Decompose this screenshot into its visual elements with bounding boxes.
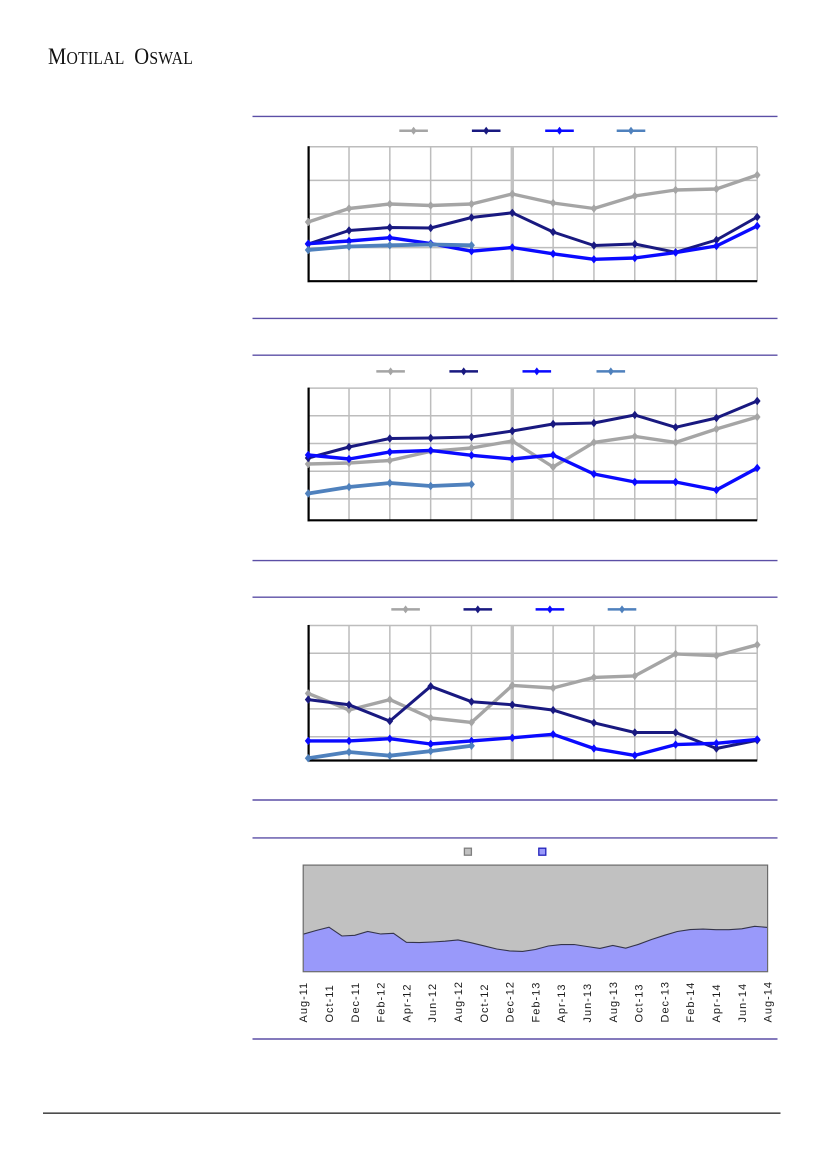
- svg-text:Apr-12: Apr-12: [401, 983, 413, 1022]
- svg-text:Oct-11: Oct-11: [324, 984, 336, 1022]
- svg-text:Oct-13: Oct-13: [634, 983, 646, 1022]
- svg-text:Apr-14: Apr-14: [711, 983, 723, 1022]
- svg-text:Jun-14: Jun-14: [737, 983, 749, 1023]
- svg-text:Aug-14: Aug-14: [763, 981, 775, 1022]
- svg-text:Dec-12: Dec-12: [505, 981, 517, 1022]
- svg-text:Dec-13: Dec-13: [659, 981, 671, 1022]
- svg-text:Dec-11: Dec-11: [350, 982, 362, 1023]
- svg-text:Feb-14: Feb-14: [685, 982, 697, 1023]
- svg-text:Jun-13: Jun-13: [582, 983, 594, 1023]
- svg-text:Oct-12: Oct-12: [479, 983, 491, 1022]
- svg-text:Aug-12: Aug-12: [453, 981, 465, 1022]
- svg-text:Jun-12: Jun-12: [427, 983, 439, 1023]
- svg-text:Apr-13: Apr-13: [556, 983, 568, 1022]
- svg-text:Aug-13: Aug-13: [608, 981, 620, 1022]
- svg-text:Feb-13: Feb-13: [530, 982, 542, 1023]
- svg-text:Feb-12: Feb-12: [376, 982, 388, 1023]
- svg-text:Aug-11: Aug-11: [298, 982, 310, 1023]
